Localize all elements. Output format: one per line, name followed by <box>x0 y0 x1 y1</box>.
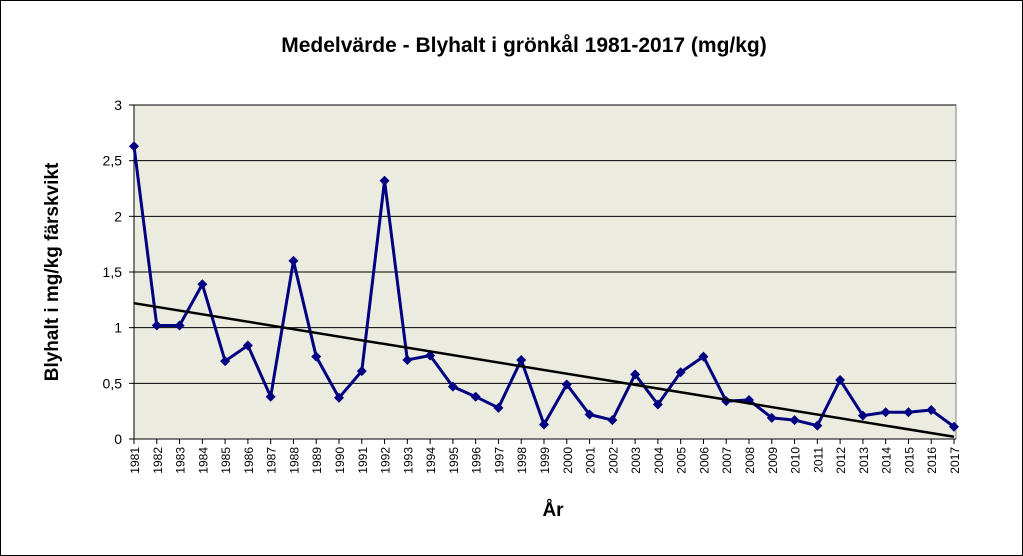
x-tick-label: 2008 <box>743 447 757 474</box>
x-tick-label: 2015 <box>902 447 916 474</box>
data-point <box>812 420 823 431</box>
data-point <box>539 419 549 430</box>
data-point <box>584 409 595 420</box>
data-point <box>265 391 276 402</box>
data-point <box>356 366 367 377</box>
data-point <box>402 354 413 365</box>
x-tick-label: 1994 <box>424 447 438 474</box>
x-tick-label: 1982 <box>151 447 165 474</box>
x-tick-label: 1987 <box>265 447 279 474</box>
data-point <box>835 374 846 385</box>
x-tick-label: 1988 <box>287 447 301 474</box>
y-tick-label: 1 <box>114 320 122 336</box>
x-tick-label: 1993 <box>401 447 415 474</box>
data-point <box>926 405 937 416</box>
data-point <box>630 369 641 380</box>
data-point <box>311 351 322 362</box>
x-tick-label: 2017 <box>948 447 962 474</box>
x-tick-label: 2012 <box>834 447 848 474</box>
data-point <box>857 410 868 421</box>
x-tick-label: 2005 <box>675 447 689 474</box>
trend-line <box>133 301 955 439</box>
data-point <box>151 320 162 331</box>
x-tick-label: 2002 <box>606 447 620 474</box>
data-point <box>447 381 458 392</box>
y-tick-label: 1,5 <box>103 264 123 280</box>
y-tick-label: 2,5 <box>103 153 123 169</box>
data-point <box>379 175 390 186</box>
data-point <box>242 340 253 351</box>
y-tick-label: 3 <box>114 97 122 113</box>
x-tick-label: 2013 <box>857 447 871 474</box>
data-point <box>493 402 504 413</box>
data-point <box>288 255 299 266</box>
x-tick-label: 1986 <box>242 447 256 474</box>
data-point <box>220 356 231 367</box>
data-point <box>561 379 572 390</box>
data-point <box>698 351 709 362</box>
x-tick-label: 1984 <box>196 447 210 474</box>
x-tick-label: 1997 <box>492 447 506 474</box>
x-tick-label: 1995 <box>447 447 461 474</box>
x-tick-label: 2004 <box>652 447 666 474</box>
data-point <box>516 354 527 365</box>
y-axis-label: Blyhalt i mg/kg färskvikt <box>42 162 63 381</box>
chart-title: Medelvärde - Blyhalt i grönkål 1981-2017… <box>281 34 767 57</box>
x-tick-label: 2000 <box>561 447 575 474</box>
data-point <box>607 415 618 426</box>
x-tick-label: 1983 <box>174 447 188 474</box>
x-tick-label: 2010 <box>789 447 803 474</box>
data-point <box>789 415 800 426</box>
data-point <box>675 367 686 378</box>
data-point <box>949 421 959 432</box>
x-tick-label: 2007 <box>720 447 734 474</box>
data-point <box>880 407 891 418</box>
x-tick-label: 2003 <box>629 447 643 474</box>
x-tick-label: 2014 <box>880 447 894 474</box>
data-point <box>903 407 914 418</box>
x-tick-label: 1991 <box>356 447 370 474</box>
y-tick-label: 0,5 <box>103 375 123 391</box>
x-tick-label: 2006 <box>697 447 711 474</box>
x-tick-label: 2001 <box>584 447 598 474</box>
data-point <box>652 399 663 410</box>
x-axis-label: År <box>542 500 564 521</box>
data-point <box>766 412 777 423</box>
x-tick-label: 1989 <box>310 447 324 474</box>
x-tick-label: 1981 <box>128 447 142 474</box>
x-tick-label: 1999 <box>538 447 552 474</box>
x-tick-label: 1990 <box>333 447 347 474</box>
x-tick-label: 1992 <box>379 447 393 474</box>
data-point <box>334 392 344 403</box>
x-tick-label: 2011 <box>811 447 825 473</box>
y-tick-label: 2 <box>114 208 122 224</box>
x-tick-label: 1998 <box>515 447 529 474</box>
x-tick-label: 1996 <box>470 447 484 474</box>
x-tick-label: 2009 <box>766 447 780 474</box>
x-tick-label: 1985 <box>219 447 233 474</box>
data-point <box>197 279 208 290</box>
data-point <box>174 320 185 331</box>
data-point <box>470 391 481 402</box>
x-tick-label: 2016 <box>925 447 939 474</box>
data-point <box>129 141 139 152</box>
y-tick-label: 0 <box>114 431 122 447</box>
